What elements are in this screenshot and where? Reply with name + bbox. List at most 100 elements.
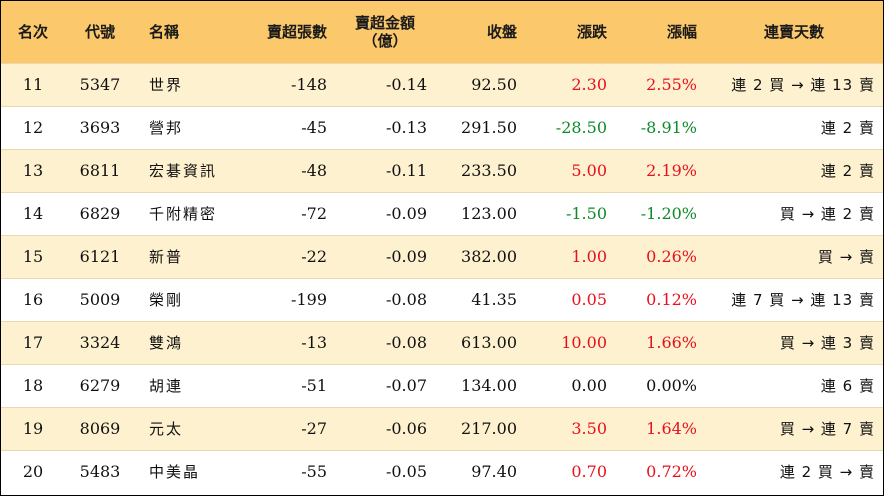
- table-header: 名次 代號 名稱 賣超張數 賣超金額 （億） 收盤 漲跌 漲幅 連賣天數: [1, 1, 883, 63]
- cell-amount: -0.08: [385, 333, 427, 352]
- table-row: 15 6121 新普 -22 -0.09 382.00 1.00 0.26% 買…: [1, 235, 883, 278]
- header-name: 名稱: [149, 22, 180, 41]
- cell-name: 胡連: [149, 377, 184, 395]
- cell-pct: 0.26%: [646, 247, 697, 266]
- cell-lots: -51: [301, 376, 327, 395]
- cell-close: 613.00: [461, 333, 517, 352]
- cell-pct: 0.72%: [646, 462, 697, 482]
- cell-amount: -0.11: [385, 161, 427, 180]
- cell-change: 1.00: [571, 247, 607, 266]
- cell-close: 92.50: [471, 75, 517, 94]
- table-row: 11 5347 世界 -148 -0.14 92.50 2.30 2.55% 連…: [1, 63, 883, 106]
- cell-rank: 11: [22, 75, 44, 94]
- cell-pct: 2.19%: [646, 161, 697, 180]
- cell-streak: 買 → 連 7 賣: [779, 420, 875, 438]
- header-streak: 連賣天數: [763, 22, 824, 41]
- header-row: 名次 代號 名稱 賣超張數 賣超金額 （億） 收盤 漲跌 漲幅 連賣天數: [1, 1, 883, 63]
- cell-amount: -0.07: [385, 376, 427, 395]
- cell-streak: 連 6 賣: [820, 377, 875, 395]
- header-change: 漲跌: [576, 22, 607, 41]
- cell-name: 雙鴻: [149, 334, 184, 352]
- cell-name: 元太: [149, 420, 184, 438]
- cell-code: 3693: [79, 118, 121, 137]
- cell-rank: 15: [22, 247, 44, 266]
- cell-lots: -27: [301, 419, 327, 438]
- cell-lots: -72: [301, 204, 327, 223]
- cell-amount: -0.08: [385, 290, 427, 309]
- cell-amount: -0.05: [385, 462, 427, 482]
- cell-code: 6121: [79, 247, 121, 266]
- table-row: 20 5483 中美晶 -55 -0.05 97.40 0.70 0.72% 連…: [1, 450, 883, 493]
- cell-change: 2.30: [571, 75, 607, 94]
- cell-amount: -0.13: [385, 118, 427, 137]
- cell-lots: -148: [291, 75, 327, 94]
- table-row: 14 6829 千附精密 -72 -0.09 123.00 -1.50 -1.2…: [1, 192, 883, 235]
- cell-name: 世界: [149, 76, 184, 94]
- cell-code: 5347: [79, 75, 121, 94]
- header-lots: 賣超張數: [266, 22, 327, 41]
- cell-close: 97.40: [471, 462, 517, 482]
- cell-change: 0.00: [571, 376, 607, 395]
- cell-code: 8069: [79, 419, 121, 438]
- header-amount: 賣超金額 （億）: [335, 1, 435, 63]
- cell-close: 233.50: [461, 161, 517, 180]
- cell-close: 291.50: [461, 118, 517, 137]
- cell-name: 宏碁資訊: [149, 162, 218, 180]
- cell-change: 0.05: [571, 290, 607, 309]
- table-row: 13 6811 宏碁資訊 -48 -0.11 233.50 5.00 2.19%…: [1, 149, 883, 192]
- cell-code: 6279: [79, 376, 121, 395]
- cell-streak: 買 → 連 2 賣: [779, 205, 875, 223]
- cell-close: 382.00: [461, 247, 517, 266]
- cell-name: 榮剛: [149, 291, 184, 309]
- cell-rank: 19: [22, 419, 44, 438]
- cell-streak: 買 → 賣: [817, 248, 875, 266]
- cell-streak: 買 → 連 3 賣: [779, 334, 875, 352]
- cell-pct: 0.12%: [646, 290, 697, 309]
- cell-pct: 1.64%: [646, 419, 697, 438]
- cell-change: 0.70: [571, 462, 607, 482]
- cell-change: 3.50: [571, 419, 607, 438]
- cell-close: 123.00: [461, 204, 517, 223]
- cell-amount: -0.14: [385, 75, 427, 94]
- cell-name: 千附精密: [149, 205, 218, 223]
- cell-streak: 連 2 賣: [820, 119, 875, 137]
- table-row: 19 8069 元太 -27 -0.06 217.00 3.50 1.64% 買…: [1, 407, 883, 450]
- header-amount-line1: 賣超金額: [354, 13, 415, 32]
- cell-close: 217.00: [461, 419, 517, 438]
- cell-close: 134.00: [461, 376, 517, 395]
- cell-streak: 連 2 賣: [820, 162, 875, 180]
- cell-pct: -8.91%: [640, 118, 697, 137]
- cell-lots: -13: [301, 333, 327, 352]
- cell-streak: 連 7 買 → 連 13 賣: [731, 291, 875, 309]
- cell-pct: -1.20%: [640, 204, 697, 223]
- cell-code: 6811: [79, 161, 121, 180]
- cell-change: -28.50: [555, 118, 607, 137]
- cell-name: 新普: [149, 248, 184, 266]
- cell-lots: -55: [301, 462, 327, 482]
- cell-rank: 17: [22, 333, 44, 352]
- table-row: 12 3693 營邦 -45 -0.13 291.50 -28.50 -8.91…: [1, 106, 883, 149]
- cell-lots: -199: [291, 290, 327, 309]
- header-amount-line2: （億）: [362, 31, 408, 50]
- cell-amount: -0.09: [385, 204, 427, 223]
- cell-name: 營邦: [149, 119, 184, 137]
- cell-code: 3324: [79, 333, 121, 352]
- cell-rank: 14: [22, 204, 44, 223]
- cell-lots: -48: [301, 161, 327, 180]
- cell-amount: -0.09: [385, 247, 427, 266]
- cell-rank: 12: [22, 118, 44, 137]
- cell-lots: -22: [301, 247, 327, 266]
- cell-name: 中美晶: [149, 463, 201, 482]
- cell-change: 5.00: [571, 161, 607, 180]
- cell-pct: 0.00%: [646, 376, 697, 395]
- table-row: 16 5009 榮剛 -199 -0.08 41.35 0.05 0.12% 連…: [1, 278, 883, 321]
- header-close: 收盤: [486, 22, 517, 41]
- cell-code: 5483: [79, 462, 121, 482]
- header-pct: 漲幅: [666, 22, 697, 41]
- cell-streak: 連 2 買 → 連 13 賣: [731, 76, 875, 94]
- cell-code: 5009: [79, 290, 121, 309]
- cell-rank: 13: [22, 161, 44, 180]
- table-row: 18 6279 胡連 -51 -0.07 134.00 0.00 0.00% 連…: [1, 364, 883, 407]
